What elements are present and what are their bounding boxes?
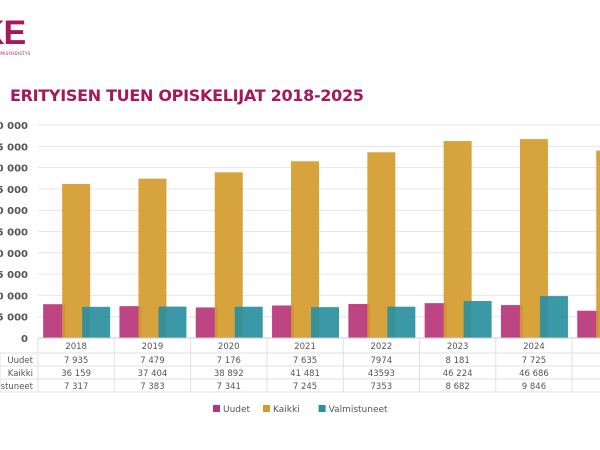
table-cell: 7 479 — [140, 356, 164, 366]
table-cell: 8 682 — [445, 382, 469, 392]
table-cell: 41 481 — [290, 369, 320, 379]
chart-title: ERITYISEN TUEN OPISKELIJAT 2018-2025 — [10, 86, 364, 105]
bar-valmistuneet-2024 — [539, 296, 568, 338]
y-tick-label: 25 000 — [0, 228, 28, 239]
table-header-year: 2020 — [218, 342, 240, 352]
legend-swatch-uudet — [213, 405, 220, 412]
bar-valmistuneet-2022 — [387, 306, 416, 338]
legend-label-valmistuneet: Valmistuneet — [329, 405, 388, 415]
y-tick-label: 5 000 — [0, 313, 28, 324]
table-cell: 8 181 — [445, 356, 469, 366]
table-cell: 7 317 — [64, 382, 88, 392]
y-tick-label: 10 000 — [0, 291, 28, 302]
table-cell: 36 159 — [61, 369, 91, 379]
table-cell: 7 725 — [522, 356, 546, 366]
table-cell: 37 404 — [138, 369, 168, 379]
bar-uudet-2023 — [424, 303, 447, 338]
bar-uudet-2025 — [577, 310, 600, 338]
table-cell: 7353 — [371, 382, 393, 392]
logo-subtitle: OPPIMISYHDISTYS — [0, 51, 31, 56]
legend-swatch-kaikki — [263, 405, 270, 412]
bar-uudet-2022 — [348, 304, 371, 338]
legend-label-kaikki: Kaikki — [273, 405, 300, 415]
y-tick-label: 45 000 — [0, 142, 28, 153]
y-tick-label: 35 000 — [0, 185, 28, 196]
table-cell: 7 935 — [64, 356, 88, 366]
table-cell: 46 686 — [519, 369, 549, 379]
bar-uudet-2021 — [272, 305, 295, 338]
y-tick-label: 50 000 — [0, 121, 28, 132]
bar-valmistuneet-2020 — [234, 306, 263, 338]
y-tick-label: 15 000 — [0, 270, 28, 281]
bar-uudet-2024 — [500, 305, 523, 338]
table-row-label: Valmistuneet — [0, 382, 34, 392]
table-header-year: 2024 — [523, 342, 545, 352]
table-header-year: 2022 — [371, 342, 393, 352]
y-tick-label: 40 000 — [0, 164, 28, 175]
legend-swatch-valmistuneet — [318, 405, 326, 412]
table-cell: 38 892 — [214, 369, 244, 379]
bar-valmistuneet-2023 — [463, 301, 492, 338]
table-cell: 46 224 — [443, 369, 473, 379]
bar-uudet-2020 — [195, 307, 218, 338]
legend-label-uudet: Uudet — [223, 405, 251, 415]
y-tick-label: 0 — [21, 334, 28, 345]
table-header-year: 2019 — [142, 342, 164, 352]
logo: KE — [0, 14, 26, 52]
bar-valmistuneet-2021 — [311, 307, 340, 338]
table-cell: 7 245 — [293, 382, 317, 392]
table-cell: 7 383 — [140, 382, 164, 392]
bar-valmistuneet-2018 — [82, 306, 111, 338]
table-cell: 7 176 — [217, 356, 241, 366]
bar-uudet-2019 — [119, 306, 142, 338]
bar-uudet-2018 — [43, 304, 66, 338]
table-header-year: 2018 — [65, 342, 87, 352]
table-header-year: 2023 — [447, 342, 469, 352]
table-cell: 9 846 — [522, 382, 546, 392]
table-row-label: Kaikki — [8, 369, 33, 379]
table-header-year: 2021 — [294, 342, 316, 352]
table-cell: 7 635 — [293, 356, 317, 366]
bar-kaikki-2025 — [596, 150, 600, 338]
bar-valmistuneet-2019 — [158, 306, 187, 338]
table-row-label: Uudet — [7, 356, 33, 366]
table-cell: 43593 — [368, 369, 395, 379]
table-cell: 7 341 — [217, 382, 241, 392]
y-tick-label: 20 000 — [0, 249, 28, 260]
y-tick-label: 30 000 — [0, 206, 28, 217]
table-cell: 7974 — [371, 356, 393, 366]
